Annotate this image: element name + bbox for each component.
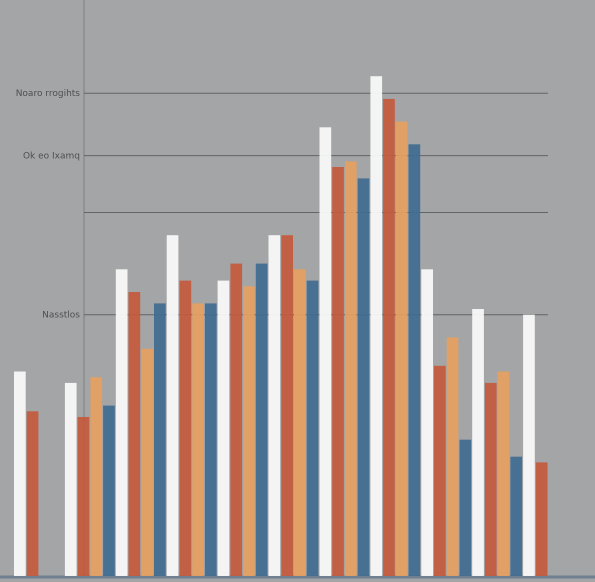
bar-s2-g6 [281,235,293,576]
bar-s2-g1 [26,411,39,576]
bar-s3-g6 [294,269,306,576]
bar-s4-g3 [154,303,166,576]
bar-s4-g6 [306,280,319,576]
bar-s1-g8 [370,76,383,576]
bar-s1-g1 [14,371,26,576]
bar-s3-g4 [192,303,204,576]
bar-s4-g10 [510,456,523,576]
bar-s4-g9 [459,439,472,576]
bars [14,76,548,577]
annotation-label-2: Ok eo Ixamq [23,152,80,162]
annotation-label-3: Nasstlos [42,311,80,321]
bar-s2-g7 [332,167,344,576]
bar-s1-g7 [319,127,332,577]
bar-s2-g3 [128,292,141,576]
annotations: Noaro rrogihts Ok eo Ixamq Nasstlos [16,89,81,321]
bar-s4-g2 [103,405,115,576]
bar-s1-g4 [166,235,179,576]
bar-s1-g10 [472,309,484,576]
bar-s3-g3 [141,348,153,576]
bar-s1-g6 [268,235,281,576]
bar-s4-g5 [255,263,268,576]
annotation-label-1: Noaro rrogihts [16,89,81,99]
bar-s2-g2 [77,417,90,576]
bar-s3-g7 [344,161,357,576]
bar-s2-g10 [484,382,497,576]
bar-s3-g10 [497,371,510,576]
bar-s1-g5 [217,280,230,576]
bar-s2-g9 [434,365,446,576]
bar-s1-g11 [523,314,535,576]
bar-s4-g4 [204,303,217,576]
bar-s3-g5 [243,286,255,576]
bar-s1-g3 [115,269,128,576]
bar-s3-g9 [446,337,459,576]
bar-s2-g5 [230,263,243,576]
bar-s3-g2 [90,377,103,576]
bar-s4-g8 [408,144,421,577]
bar-s3-g8 [395,121,408,576]
bar-s4-g7 [357,178,370,576]
bar-s1-g9 [421,269,433,576]
bar-s1-g2 [64,382,77,576]
bar-s2-g8 [383,98,395,577]
bar-s2-g4 [179,280,192,576]
bar-s2-g11 [535,462,548,576]
